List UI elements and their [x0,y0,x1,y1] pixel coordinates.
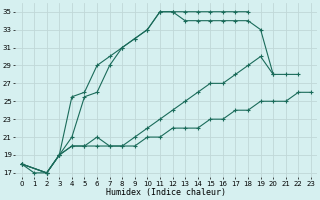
X-axis label: Humidex (Indice chaleur): Humidex (Indice chaleur) [106,188,226,197]
